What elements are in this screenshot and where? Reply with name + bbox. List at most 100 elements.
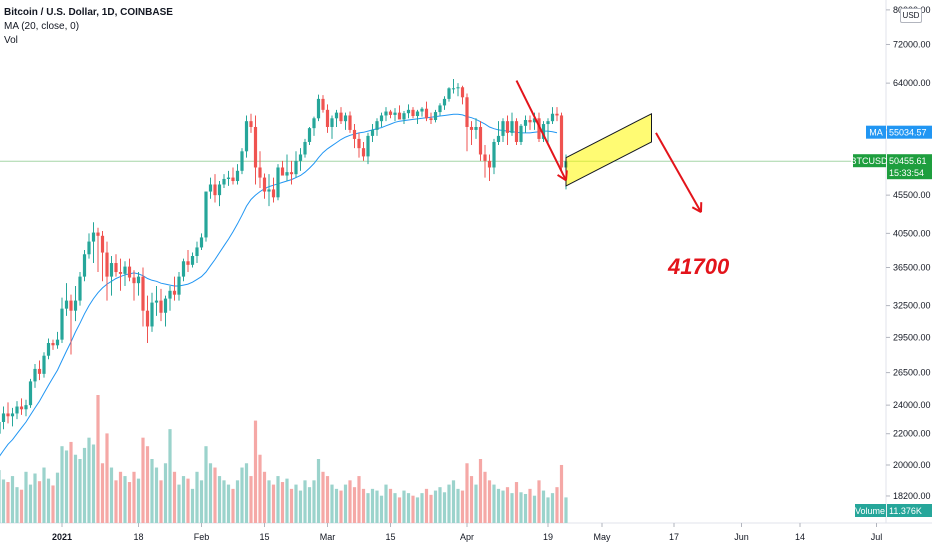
- candle-body: [348, 115, 351, 129]
- volume-bar: [501, 491, 504, 523]
- volume-bar: [371, 489, 374, 523]
- candle-body: [488, 161, 491, 168]
- volume-bar: [74, 455, 77, 523]
- volume-bar: [402, 491, 405, 523]
- volume-bar: [407, 493, 410, 523]
- volume-bar: [321, 472, 324, 523]
- volume-bar: [263, 472, 266, 523]
- volume-bar: [452, 480, 455, 523]
- candle-body: [299, 154, 302, 160]
- volume-bar: [227, 485, 230, 523]
- candle-body: [114, 263, 117, 272]
- volume-bar: [290, 489, 293, 523]
- volume-bar: [357, 476, 360, 523]
- candle-body: [308, 128, 311, 142]
- volume-bar: [240, 468, 243, 523]
- candle-body: [105, 253, 108, 277]
- volume-bar: [164, 463, 167, 523]
- candle-body: [173, 291, 176, 295]
- x-tick-label: 2021: [52, 532, 72, 542]
- candle-body: [389, 112, 392, 115]
- volume-bar: [326, 476, 329, 523]
- volume-bar: [294, 485, 297, 523]
- volume-bar: [434, 491, 437, 523]
- volume-bar: [555, 487, 558, 523]
- candle-body: [461, 87, 464, 97]
- candle-body: [15, 407, 18, 414]
- volume-tag-value: 11.376K: [889, 506, 922, 516]
- candle-body: [204, 192, 207, 238]
- volume-bar: [528, 489, 531, 523]
- volume-bar: [258, 455, 261, 523]
- candle-body: [452, 88, 455, 89]
- x-tick-label: 14: [795, 532, 805, 542]
- candle-body: [128, 267, 131, 278]
- down-arrow-1-head: [566, 170, 567, 180]
- x-tick-label: May: [593, 532, 611, 542]
- volume-bar: [483, 472, 486, 523]
- candle-body: [47, 343, 50, 356]
- x-tick-label: Mar: [320, 532, 336, 542]
- x-tick-label: 18: [133, 532, 143, 542]
- volume-bar: [24, 472, 27, 523]
- candle-body: [78, 277, 81, 301]
- volume-bar: [155, 468, 158, 523]
- volume-bar: [114, 480, 117, 523]
- candle-body: [524, 120, 527, 126]
- candle-body: [56, 340, 59, 346]
- currency-badge[interactable]: USD: [900, 8, 922, 23]
- volume-bar: [375, 491, 378, 523]
- volume-bar: [353, 487, 356, 523]
- candle-body: [380, 115, 383, 121]
- volume-bar: [510, 493, 513, 523]
- candle-body: [501, 121, 504, 136]
- volume-bar: [564, 497, 567, 523]
- candle-body: [344, 115, 347, 121]
- volume-bar: [47, 479, 50, 523]
- candle-body: [416, 112, 419, 117]
- volume-bar: [267, 480, 270, 523]
- candle-body: [222, 179, 225, 185]
- volume-bar: [0, 470, 1, 523]
- candle-body: [168, 291, 171, 299]
- volume-bar: [344, 485, 347, 523]
- volume-bar: [146, 446, 149, 523]
- volume-bar: [51, 485, 54, 523]
- volume-bar: [218, 476, 221, 523]
- volume-bar: [312, 480, 315, 523]
- candle-body: [141, 277, 144, 311]
- candle-body: [272, 189, 275, 197]
- candle-body: [236, 171, 239, 181]
- volume-bar: [411, 496, 414, 523]
- candle-body: [294, 161, 297, 174]
- volume-bar: [177, 485, 180, 523]
- bear-flag-channel: [566, 114, 652, 186]
- volume-bar: [42, 468, 45, 523]
- volume-bar: [200, 480, 203, 523]
- candle-body: [96, 233, 99, 236]
- volume-bar: [182, 476, 185, 523]
- candle-body: [74, 301, 77, 311]
- candle-body: [474, 127, 477, 130]
- candle-body: [123, 267, 126, 274]
- volume-bar: [470, 476, 473, 523]
- ma-tag-value: 55034.57: [889, 128, 927, 138]
- volume-bar: [366, 493, 369, 523]
- x-tick-label: Jul: [871, 532, 883, 542]
- x-tick-label: Feb: [194, 532, 210, 542]
- volume-bar: [303, 480, 306, 523]
- volume-bar: [2, 479, 5, 523]
- candle-body: [137, 277, 140, 284]
- volume-bar: [65, 450, 68, 523]
- candle-body: [515, 121, 518, 142]
- volume-bar: [546, 497, 549, 523]
- volume-bar: [276, 476, 279, 523]
- candle-body: [312, 118, 315, 128]
- legend-ma: MA (20, close, 0): [4, 20, 173, 34]
- volume-bar: [429, 495, 432, 523]
- candle-body: [560, 115, 563, 167]
- candle-body: [276, 167, 279, 197]
- candle-body: [267, 189, 270, 191]
- candle-body: [402, 113, 405, 119]
